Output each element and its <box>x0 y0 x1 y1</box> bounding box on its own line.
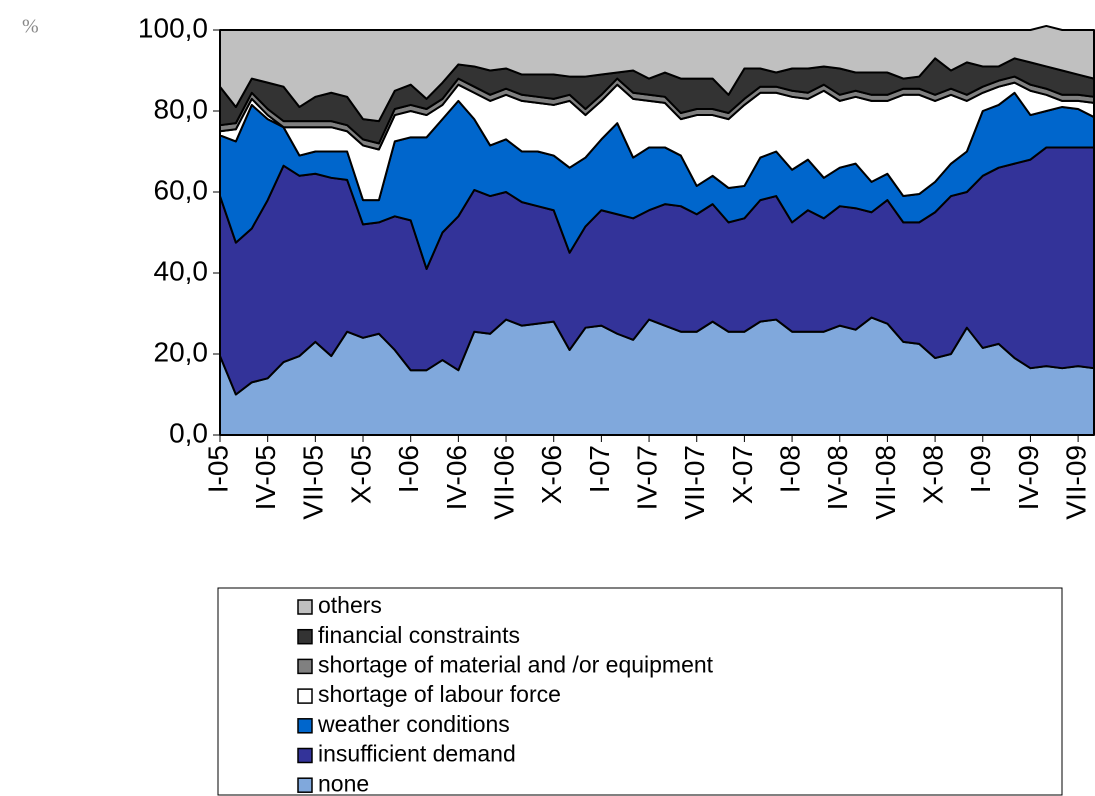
axes: 0,0 20,0 40,0 60,0 80,0 100,0 I-05 IV-05 VII-05 X… <box>138 12 1094 520</box>
legend-swatch <box>297 777 313 793</box>
x-tick-label: I-05 <box>202 445 233 493</box>
legend-label: shortage of material and /or equipment <box>318 651 714 677</box>
legend-swatch <box>297 688 313 704</box>
legend-swatch <box>297 747 313 764</box>
x-tick-label: I-08 <box>774 445 805 493</box>
x-tick-label: IV-08 <box>822 445 853 510</box>
legend-label: weather conditions <box>317 711 510 737</box>
x-tick-label: VII-07 <box>679 445 710 520</box>
legend-box <box>217 587 1063 796</box>
x-tick-label: X-06 <box>536 445 567 504</box>
x-tick-label: IV-09 <box>1013 445 1044 510</box>
legend-label: insufficient demand <box>318 741 516 767</box>
y-tick-label: 0,0 <box>169 417 208 448</box>
x-tick-label: VII-05 <box>298 445 329 520</box>
x-tick-label: VII-08 <box>870 445 901 520</box>
x-tick-label: X-08 <box>917 445 948 504</box>
area <box>219 24 1095 123</box>
y-tick-label: 60,0 <box>154 174 209 205</box>
y-tick-label: 100,0 <box>138 12 208 43</box>
legend-label: none <box>318 770 369 796</box>
y-axis-unit: % <box>22 16 39 38</box>
x-tick-label: I-09 <box>965 445 996 493</box>
y-tick-label: 40,0 <box>154 255 209 286</box>
y-tick-label: 20,0 <box>154 336 209 367</box>
x-tick-label: IV-07 <box>631 445 662 510</box>
legend: others financial constraints shortage of m… <box>217 587 1063 796</box>
plot-area <box>219 24 1095 436</box>
x-tick-label: X-05 <box>345 445 376 504</box>
x-tick-label: I-07 <box>584 445 615 493</box>
legend-swatch <box>297 628 313 645</box>
legend-swatch <box>297 599 313 615</box>
x-tick-label: X-07 <box>727 445 758 504</box>
legend-label: shortage of labour force <box>318 681 561 707</box>
x-tick-label: VII-06 <box>488 445 519 520</box>
legend-swatch <box>297 658 313 675</box>
legend-label: others <box>318 592 382 618</box>
x-tick-label: VII-09 <box>1060 445 1091 520</box>
x-tick-label: IV-06 <box>441 445 472 510</box>
x-tick-label: IV-05 <box>250 445 281 510</box>
y-tick-label: 80,0 <box>154 93 209 124</box>
legend-label: financial constraints <box>318 622 520 648</box>
legend-swatch <box>297 718 313 734</box>
x-tick-label: I-06 <box>393 445 424 493</box>
